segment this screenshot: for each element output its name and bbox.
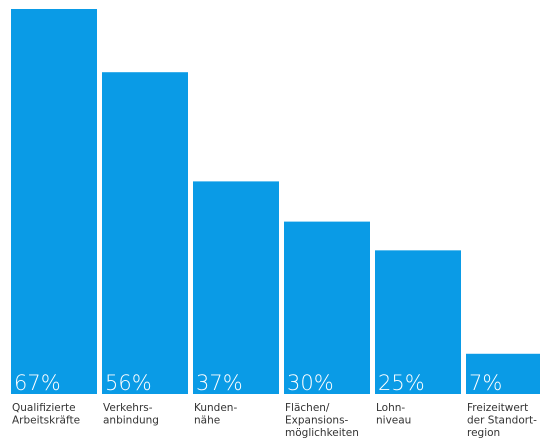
category-label-5-line-2: region [467,427,500,439]
bar-value-label-0: 67% [14,371,61,395]
bar-5 [466,353,540,394]
category-label-3-line-1: Expansions- [285,415,349,427]
bar-2 [193,181,279,394]
category-label-4: Lohn-niveau [376,402,411,427]
category-label-0: Qualifizierte Arbeitskräfte [12,402,80,427]
category-label-3-line-0: Flächen/ [285,402,330,414]
category-label-3-line-2: möglichkeiten [285,427,359,439]
category-label-1-line-1: anbindung [103,415,159,427]
category-label-4-line-0: Lohn- [376,402,405,414]
category-label-5: Freizeitwert der Standort-region [467,402,537,439]
bar-4 [375,250,461,394]
category-label-0-line-1: Arbeitskräfte [12,415,80,427]
category-label-5-line-1: der Standort- [467,415,537,427]
category-labels-group: Qualifizierte Arbeitskräfte Verkehrs-anbin… [12,402,537,439]
category-label-1: Verkehrs-anbindung [103,402,159,427]
bar-value-label-4: 25% [378,371,425,395]
category-label-4-line-1: niveau [376,415,411,427]
bar-value-label-1: 56% [105,371,152,395]
category-label-0-line-0: Qualifizierte [12,402,76,414]
category-label-5-line-0: Freizeitwert [467,402,528,414]
value-labels-group: 67% 56% 37% 30% 25% 7% [14,371,502,395]
category-label-3: Flächen/Expansions-möglichkeiten [285,402,359,439]
bar-value-label-5: 7% [469,371,502,395]
bar-value-label-3: 30% [287,371,334,395]
category-label-2-line-1: nähe [194,415,220,427]
category-label-2: Kunden-nähe [194,402,237,427]
category-label-1-line-0: Verkehrs- [103,402,153,414]
bar-1 [102,72,188,394]
category-label-2-line-0: Kunden- [194,402,237,414]
bar-3 [284,221,370,394]
bars-group [11,9,540,394]
bar-value-label-2: 37% [196,371,243,395]
bar-0 [11,9,97,394]
